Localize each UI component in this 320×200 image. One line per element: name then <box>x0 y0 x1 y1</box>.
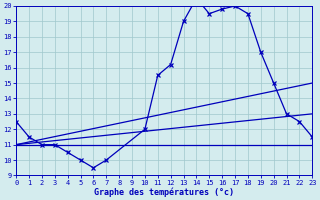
X-axis label: Graphe des températures (°c): Graphe des températures (°c) <box>94 187 234 197</box>
